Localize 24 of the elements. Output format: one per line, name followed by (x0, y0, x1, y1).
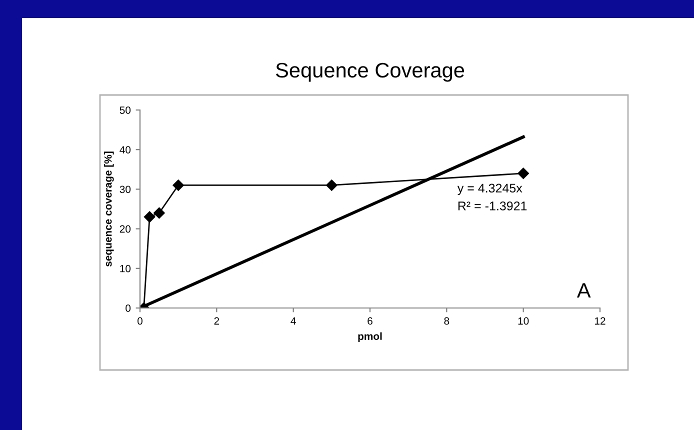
point (518, 168, 529, 179)
point (172, 180, 184, 191)
x-tick-label: 6 (368, 317, 372, 325)
point (144, 211, 156, 223)
annotation: A (576, 283, 591, 298)
y-tick-label: 40 (120, 146, 131, 154)
x-tick-label: 2 (214, 317, 220, 325)
y-tick-label: 10 (120, 264, 131, 272)
x-tick-label: 12 (595, 317, 606, 325)
point (326, 180, 338, 191)
chart-title: Sequence Coverage (276, 62, 464, 82)
x-tick-label: 4 (290, 317, 296, 325)
x-tick-label: 10 (518, 317, 529, 325)
x-axis-title: pmol (358, 332, 382, 342)
x-tick-label: 0 (138, 317, 142, 325)
annotation: R² = -1.3921 (458, 202, 527, 210)
y-tick-label: 50 (120, 106, 131, 114)
y-tick-label: 20 (120, 225, 131, 233)
annotation: y = 4.3245x (457, 184, 522, 196)
y-tick-label: 0 (126, 304, 131, 312)
y-axis-title: sequence coverage [%] (104, 152, 114, 267)
point (154, 207, 165, 219)
y-tick-label: 30 (120, 186, 131, 194)
x-tick-label: 8 (444, 317, 450, 325)
